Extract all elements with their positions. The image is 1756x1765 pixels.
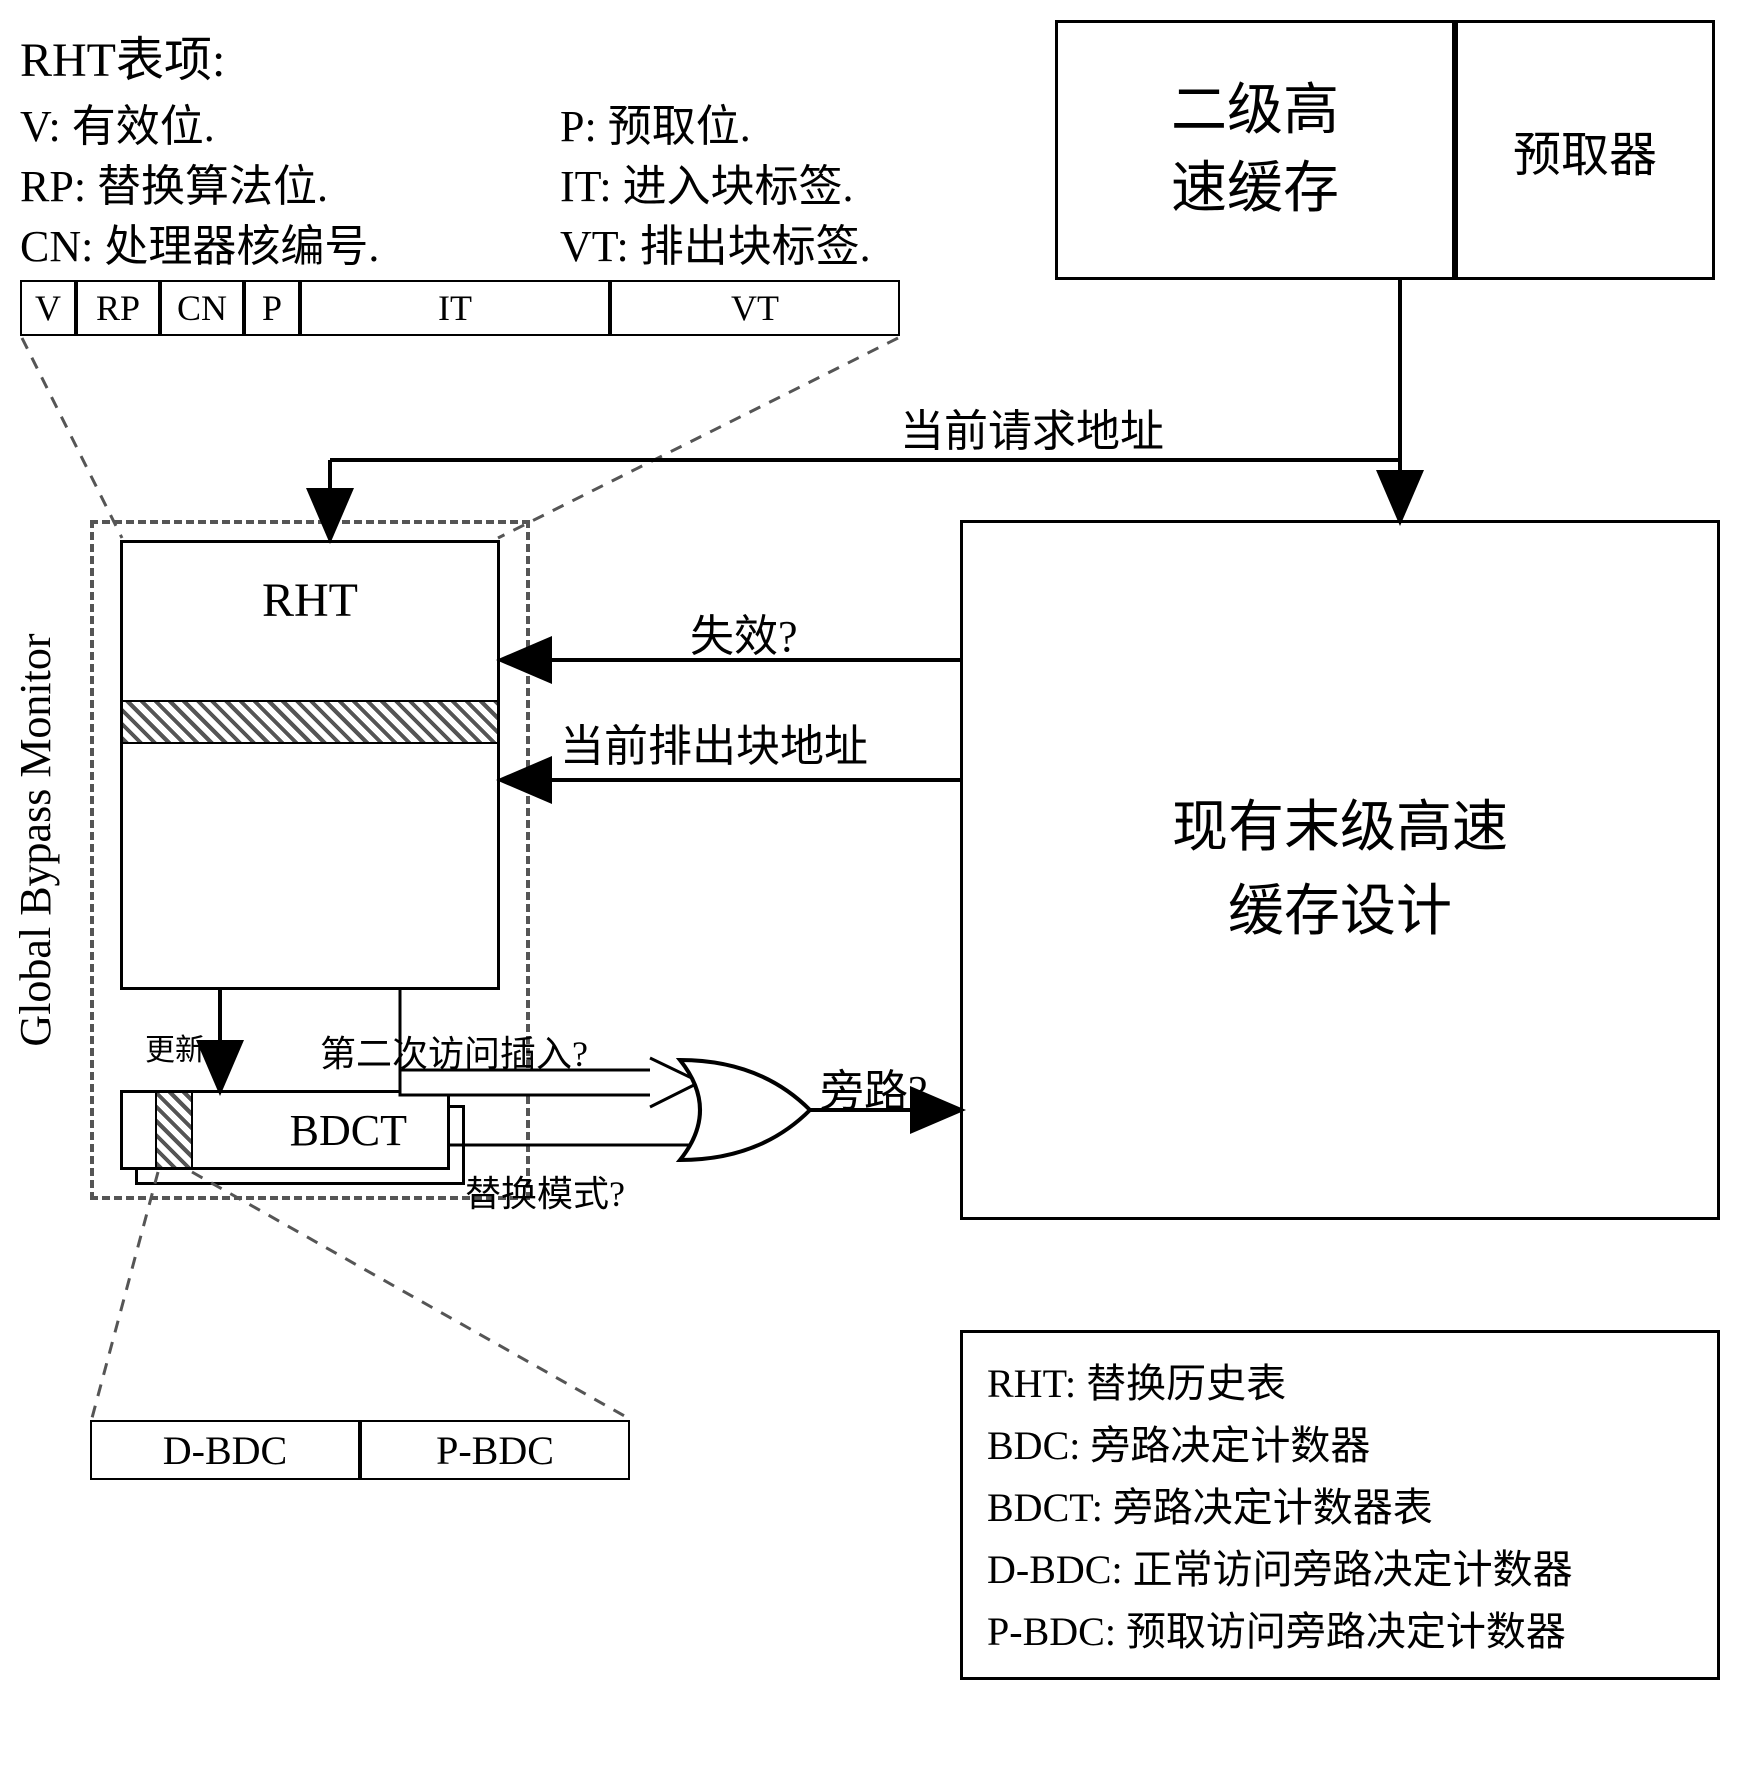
def-vt: VT: 排出块标签. xyxy=(560,210,871,274)
bdct-hatched-col xyxy=(155,1093,193,1167)
label-bypass: 旁路? xyxy=(820,1055,928,1119)
rht-box-label: RHT xyxy=(262,573,358,628)
rht-field-cn: CN xyxy=(160,280,244,336)
bdc-field-d: D-BDC xyxy=(90,1420,360,1480)
rht-box: RHT xyxy=(120,540,500,990)
rht-field-rp: RP xyxy=(76,280,160,336)
label-update: 更新 xyxy=(145,1025,205,1069)
label-miss: 失效? xyxy=(690,600,798,664)
legend-item-3: D-BDC: 正常访问旁路决定计数器 xyxy=(987,1539,1693,1601)
rht-hatched-row xyxy=(123,700,497,744)
legend-item-1: BDC: 旁路决定计数器 xyxy=(987,1415,1693,1477)
def-it: IT: 进入块标签. xyxy=(560,150,854,214)
label-cur-req-addr: 当前请求地址 xyxy=(900,395,1164,459)
label-cur-evict: 当前排出块地址 xyxy=(560,710,868,774)
def-p: P: 预取位. xyxy=(560,90,751,154)
legend-box: RHT: 替换历史表 BDC: 旁路决定计数器 BDCT: 旁路决定计数器表 D… xyxy=(960,1330,1720,1680)
label-replace-mode: 替换模式? xyxy=(465,1165,625,1217)
label-second-insert: 第二次访问插入? xyxy=(320,1025,588,1077)
legend-item-4: P-BDC: 预取访问旁路决定计数器 xyxy=(987,1601,1693,1663)
rht-title: RHT表项: xyxy=(20,20,225,90)
rht-field-it: IT xyxy=(300,280,610,336)
rht-field-vt: VT xyxy=(610,280,900,336)
rht-field-v: V xyxy=(20,280,76,336)
llc-box: 现有末级高速 缓存设计 xyxy=(960,520,1720,1220)
def-v: V: 有效位. xyxy=(20,90,215,154)
def-rp: RP: 替换算法位. xyxy=(20,150,328,214)
gbm-label: Global Bypass Monitor xyxy=(10,500,61,1180)
bdct-box-label: BDCT xyxy=(290,1105,407,1156)
bdc-field-p: P-BDC xyxy=(360,1420,630,1480)
rht-row: V RP CN P IT VT xyxy=(20,280,900,336)
legend-item-0: RHT: 替换历史表 xyxy=(987,1353,1693,1415)
l2-cache-box: 二级高 速缓存 xyxy=(1055,20,1455,280)
rht-field-p: P xyxy=(244,280,300,336)
bdc-row: D-BDC P-BDC xyxy=(90,1420,630,1480)
prefetcher-box: 预取器 xyxy=(1455,20,1715,280)
legend-item-2: BDCT: 旁路决定计数器表 xyxy=(987,1477,1693,1539)
def-cn: CN: 处理器核编号. xyxy=(20,210,379,274)
